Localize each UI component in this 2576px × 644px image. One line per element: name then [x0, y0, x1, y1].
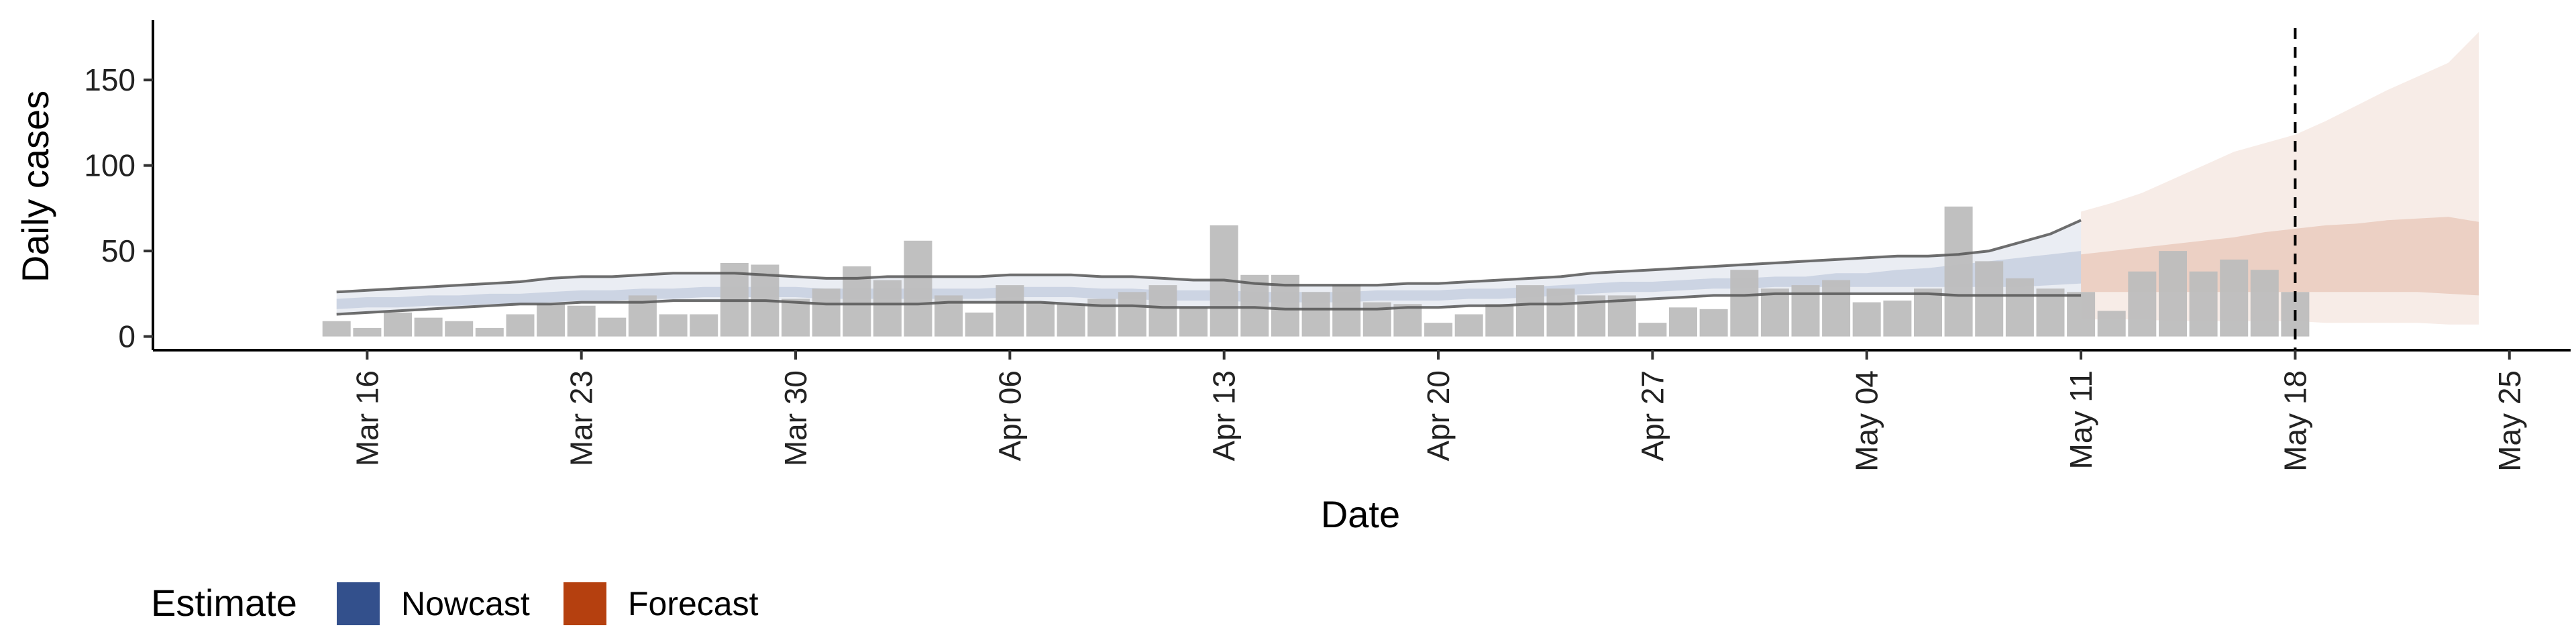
- case-bar: [1760, 288, 1789, 337]
- legend-label-nowcast: Nowcast: [401, 585, 530, 623]
- y-tick-label: 150: [84, 62, 136, 97]
- case-bar: [537, 304, 566, 337]
- legend-swatch-nowcast: [337, 582, 380, 625]
- case-bar: [2005, 278, 2034, 337]
- case-bar: [1852, 302, 1881, 337]
- case-bar: [1424, 323, 1453, 337]
- reported-lines: [336, 219, 2082, 316]
- axes: [152, 20, 2571, 352]
- y-tick-label: 0: [118, 319, 136, 354]
- case-bar: [2250, 270, 2279, 337]
- x-tick-label: Apr 27: [1635, 370, 1670, 462]
- case-bar: [1730, 270, 1759, 337]
- x-tick-label: Mar 16: [350, 370, 384, 466]
- x-tick-label: May 11: [2063, 370, 2098, 469]
- case-bar: [2159, 251, 2187, 337]
- x-tick-label: May 04: [1849, 370, 1884, 472]
- case-bar: [812, 288, 841, 337]
- x-tick-label: Mar 30: [778, 370, 813, 466]
- case-bar: [1822, 280, 1851, 337]
- case-bar: [384, 312, 412, 337]
- case-bar: [1301, 292, 1330, 337]
- case-bar: [965, 312, 994, 337]
- case-bar: [1118, 292, 1146, 337]
- case-bar: [1669, 307, 1697, 337]
- case-bar: [353, 327, 382, 337]
- y-axis-ticks: 0 50 100 150: [84, 62, 153, 354]
- case-bar: [1332, 285, 1361, 337]
- uncertainty-bands: [336, 32, 2479, 325]
- case-bar: [2128, 271, 2157, 337]
- case-bar: [1179, 307, 1208, 337]
- case-bar: [1944, 206, 1973, 337]
- x-tick-label: Apr 13: [1207, 370, 1242, 462]
- case-bar: [1975, 261, 2004, 337]
- x-axis-title: Date: [1321, 493, 1400, 535]
- case-bar: [1454, 314, 1483, 337]
- case-bar: [659, 314, 688, 337]
- case-bar: [445, 321, 474, 337]
- case-bar: [690, 314, 718, 337]
- case-bar: [506, 314, 535, 337]
- case-bar: [1393, 304, 1422, 337]
- case-bar: [1148, 285, 1177, 337]
- nowcast-upper-line: [336, 219, 2082, 294]
- x-tick-label: Mar 23: [564, 370, 599, 466]
- legend-swatch-forecast: [564, 582, 606, 625]
- case-bar: [322, 321, 351, 337]
- legend-label-forecast: Forecast: [628, 585, 759, 623]
- case-bar: [598, 317, 627, 337]
- x-tick-label: May 25: [2492, 370, 2527, 472]
- x-axis-ticks: Mar 16 Mar 23 Mar 30 Apr 06 Apr 13 Apr 20 Apr …: [350, 350, 2527, 472]
- case-bar: [996, 285, 1024, 337]
- x-tick-label: Apr 20: [1421, 370, 1456, 462]
- legend: Estimate Nowcast Forecast: [151, 582, 759, 625]
- case-bar: [567, 305, 596, 337]
- case-bar: [475, 327, 504, 337]
- y-axis-title: Daily cases: [14, 91, 56, 282]
- case-bar: [2097, 311, 2126, 337]
- case-bar: [1057, 304, 1085, 337]
- case-bar: [1883, 301, 1912, 337]
- case-bar: [2220, 259, 2249, 337]
- nowcast-lower-line: [336, 292, 2082, 316]
- x-tick-label: Apr 06: [992, 370, 1027, 462]
- case-bar: [904, 240, 932, 337]
- y-tick-label: 100: [84, 148, 136, 183]
- case-bar: [2189, 271, 2218, 337]
- case-bar: [1914, 288, 1942, 337]
- legend-title: Estimate: [151, 582, 297, 624]
- case-bar: [2067, 292, 2096, 337]
- case-bar: [782, 299, 810, 337]
- case-bar: [1546, 288, 1575, 337]
- case-bar: [1699, 309, 1728, 337]
- case-bar: [414, 317, 443, 337]
- case-bar: [1638, 323, 1667, 337]
- case-bar: [1515, 285, 1544, 337]
- case-bar: [1026, 302, 1055, 337]
- case-bar: [873, 280, 902, 337]
- x-tick-label: May 18: [2277, 370, 2312, 472]
- case-bar: [1485, 304, 1514, 337]
- y-tick-label: 50: [101, 233, 136, 268]
